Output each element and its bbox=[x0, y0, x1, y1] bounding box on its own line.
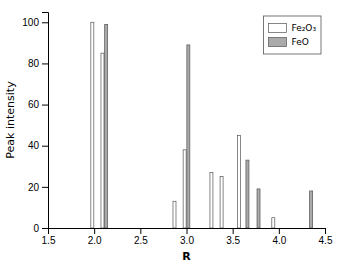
tick: 40 bbox=[28, 140, 48, 151]
tick-mark bbox=[140, 228, 141, 234]
tick-label: 60 bbox=[28, 99, 40, 110]
tick: 20 bbox=[28, 182, 48, 193]
axis-line bbox=[49, 229, 326, 235]
bar bbox=[246, 160, 249, 228]
legend-item: Fe₂O₃ bbox=[268, 23, 316, 33]
legend-frame bbox=[263, 16, 321, 54]
legend-label: Fe₂O₃ bbox=[291, 23, 316, 33]
tick-label: 100 bbox=[22, 17, 39, 28]
bar bbox=[91, 22, 94, 228]
tick: 60 bbox=[28, 99, 48, 110]
bar bbox=[210, 172, 213, 228]
bar bbox=[272, 218, 275, 228]
chart: 1.5 2.0 2.5 3.0 3.5 4.0 4.5 0 20 40 60 80 100 R Peak i… bbox=[0, 0, 337, 268]
legend-label: FeO bbox=[291, 37, 308, 47]
tick: 4.0 bbox=[272, 228, 286, 246]
tick-label: 20 bbox=[28, 182, 40, 193]
y-axis-title: Peak intensity bbox=[4, 81, 17, 159]
legend: Fe₂O₃ FeO bbox=[263, 16, 321, 54]
tick-mark bbox=[42, 105, 48, 106]
series bbox=[91, 22, 275, 228]
tick-mark bbox=[233, 228, 234, 234]
tick-label: 3.5 bbox=[226, 235, 240, 246]
tick-mark bbox=[42, 63, 48, 64]
tick-label: 80 bbox=[28, 58, 40, 69]
tick: 1.5 bbox=[42, 228, 56, 246]
bar bbox=[105, 24, 108, 228]
tick: 4.5 bbox=[319, 228, 333, 246]
tick-mark bbox=[325, 228, 326, 234]
series bbox=[105, 24, 313, 228]
x-axis: 1.5 2.0 2.5 3.0 3.5 4.0 4.5 bbox=[42, 228, 333, 246]
tick-mark bbox=[42, 22, 48, 23]
tick: 0 bbox=[33, 223, 48, 234]
tick: 100 bbox=[22, 17, 48, 28]
tick-label: 0 bbox=[33, 223, 39, 234]
bar bbox=[187, 45, 190, 228]
bar bbox=[310, 191, 313, 228]
legend-swatch bbox=[268, 24, 286, 33]
legend-item: FeO bbox=[268, 37, 308, 47]
tick-label: 4.5 bbox=[319, 235, 333, 246]
bar bbox=[257, 189, 260, 228]
tick-label: 40 bbox=[28, 140, 40, 151]
bar bbox=[220, 177, 223, 228]
tick-mark bbox=[42, 187, 48, 188]
bar bbox=[238, 135, 241, 228]
tick: 3.0 bbox=[180, 228, 194, 246]
tick-label: 2.5 bbox=[134, 235, 148, 246]
tick-mark bbox=[42, 146, 48, 147]
bar bbox=[101, 53, 104, 228]
axis-line bbox=[42, 13, 49, 229]
tick-mark bbox=[94, 228, 95, 234]
tick-label: 3.0 bbox=[180, 235, 194, 246]
tick-label: 2.0 bbox=[88, 235, 102, 246]
tick-label: 4.0 bbox=[272, 235, 286, 246]
plot: 1.5 2.0 2.5 3.0 3.5 4.0 4.5 0 20 40 60 80 100 R Peak i… bbox=[4, 13, 333, 264]
x-axis-title: R bbox=[182, 250, 191, 263]
tick: 2.5 bbox=[134, 228, 148, 246]
legend-swatch bbox=[268, 38, 286, 47]
tick-mark bbox=[42, 228, 48, 229]
tick: 80 bbox=[28, 58, 48, 69]
y-axis: 0 20 40 60 80 100 bbox=[22, 13, 48, 234]
tick: 3.5 bbox=[226, 228, 240, 246]
tick-mark bbox=[279, 228, 280, 234]
bar bbox=[183, 150, 186, 228]
tick-label: 1.5 bbox=[42, 235, 56, 246]
tick: 2.0 bbox=[88, 228, 102, 246]
tick-mark bbox=[187, 228, 188, 234]
bar bbox=[173, 201, 176, 228]
